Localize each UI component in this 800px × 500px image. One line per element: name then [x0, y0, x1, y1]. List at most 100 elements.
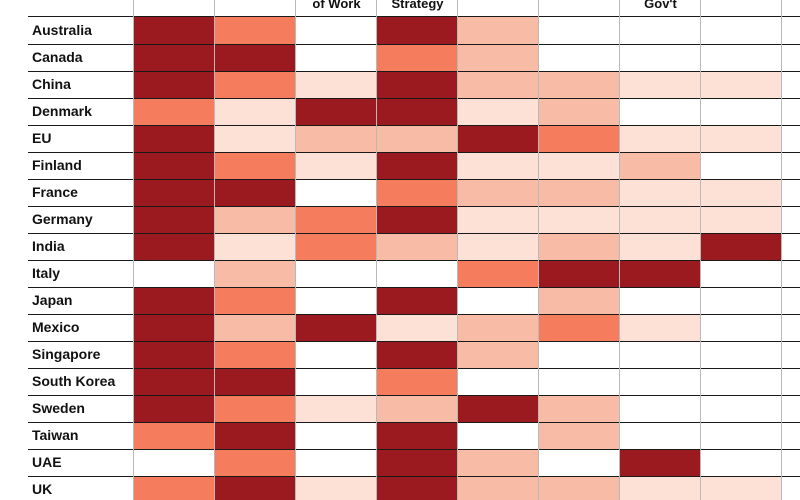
heatmap-cell [296, 152, 377, 179]
heatmap-cell [377, 98, 458, 125]
heatmap-cell [377, 17, 458, 44]
heatmap-cell [215, 314, 296, 341]
column-header [134, 0, 215, 12]
heatmap-cell [296, 125, 377, 152]
heatmap-cell [620, 422, 701, 449]
row-divider [28, 287, 800, 288]
heatmap-cell [701, 17, 782, 44]
heatmap-cell [377, 233, 458, 260]
heatmap-cell [539, 287, 620, 314]
heatmap-cell [134, 287, 215, 314]
heatmap-cell [215, 422, 296, 449]
heatmap-cell [134, 71, 215, 98]
row-label: Canada [32, 49, 83, 65]
heatmap-cell [620, 368, 701, 395]
heatmap-cell [215, 44, 296, 71]
column-header [539, 0, 620, 12]
column-divider [457, 0, 458, 500]
heatmap-cell [701, 125, 782, 152]
row-label: India [32, 238, 65, 254]
column-divider [781, 0, 782, 500]
heatmap-cell [458, 341, 539, 368]
heatmap-cell [701, 98, 782, 125]
heatmap-cell [701, 368, 782, 395]
heatmap-cell [296, 17, 377, 44]
heatmap-cell [134, 125, 215, 152]
heatmap-cell [458, 17, 539, 44]
heatmap-cell [134, 341, 215, 368]
heatmap-cell [458, 449, 539, 476]
heatmap-cell [620, 233, 701, 260]
heatmap-cell [701, 476, 782, 500]
heatmap-cell [134, 260, 215, 287]
heatmap-cell [620, 206, 701, 233]
heatmap-cell [215, 476, 296, 500]
row-divider [28, 341, 800, 342]
heatmap-cell [701, 341, 782, 368]
heatmap-cell [458, 476, 539, 500]
heatmap-cell [620, 44, 701, 71]
heatmap-cell [701, 449, 782, 476]
heatmap-cell [215, 341, 296, 368]
row-label: UAE [32, 454, 62, 470]
heatmap-cell [296, 341, 377, 368]
heatmap-cell [620, 341, 701, 368]
heatmap-cell [296, 71, 377, 98]
heatmap-cell [296, 206, 377, 233]
heatmap-cell [134, 152, 215, 179]
column-divider [700, 0, 701, 500]
row-divider [28, 71, 800, 72]
heatmap-cell [215, 98, 296, 125]
heatmap-cell [458, 152, 539, 179]
heatmap-cell [539, 395, 620, 422]
heatmap-cell [701, 287, 782, 314]
heatmap-cell [296, 422, 377, 449]
heatmap-cell [620, 449, 701, 476]
heatmap-cell [215, 179, 296, 206]
row-label: Italy [32, 265, 61, 281]
heatmap-cell [377, 152, 458, 179]
heatmap-cell [377, 341, 458, 368]
heatmap-cell [377, 260, 458, 287]
heatmap-cell [377, 287, 458, 314]
heatmap-cell [377, 449, 458, 476]
row-divider [28, 314, 800, 315]
heatmap-cell [539, 341, 620, 368]
heatmap-cell [215, 368, 296, 395]
heatmap-cell [539, 17, 620, 44]
row-label: South Korea [32, 373, 116, 389]
heatmap-cell [296, 287, 377, 314]
heatmap-cell [296, 368, 377, 395]
heatmap-cell [377, 179, 458, 206]
heatmap-cell [620, 125, 701, 152]
heatmap-cell [296, 395, 377, 422]
row-label: Finland [32, 157, 82, 173]
heatmap-cell [377, 314, 458, 341]
column-divider [214, 0, 215, 500]
heatmap-cell [620, 152, 701, 179]
heatmap-cell [539, 152, 620, 179]
column-divider [376, 0, 377, 500]
row-divider [28, 152, 800, 153]
heatmap-cell [377, 206, 458, 233]
heatmap-cell [701, 179, 782, 206]
heatmap-cell [134, 206, 215, 233]
column-header: Gov't [644, 0, 677, 11]
heatmap-cell [134, 476, 215, 500]
heatmap-cell [134, 17, 215, 44]
heatmap-cell [458, 287, 539, 314]
heatmap-cell [215, 287, 296, 314]
column-header [215, 0, 296, 12]
heatmap-cell [701, 260, 782, 287]
heatmap-cell [701, 71, 782, 98]
heatmap-cell [377, 71, 458, 98]
heatmap-cell [134, 449, 215, 476]
heatmap-cell [215, 395, 296, 422]
column-divider [295, 0, 296, 500]
heatmap-cell [539, 368, 620, 395]
heatmap-cell [377, 476, 458, 500]
heatmap-cell [701, 206, 782, 233]
heatmap-cell [539, 260, 620, 287]
row-divider [28, 98, 800, 99]
row-label: Mexico [32, 319, 80, 335]
